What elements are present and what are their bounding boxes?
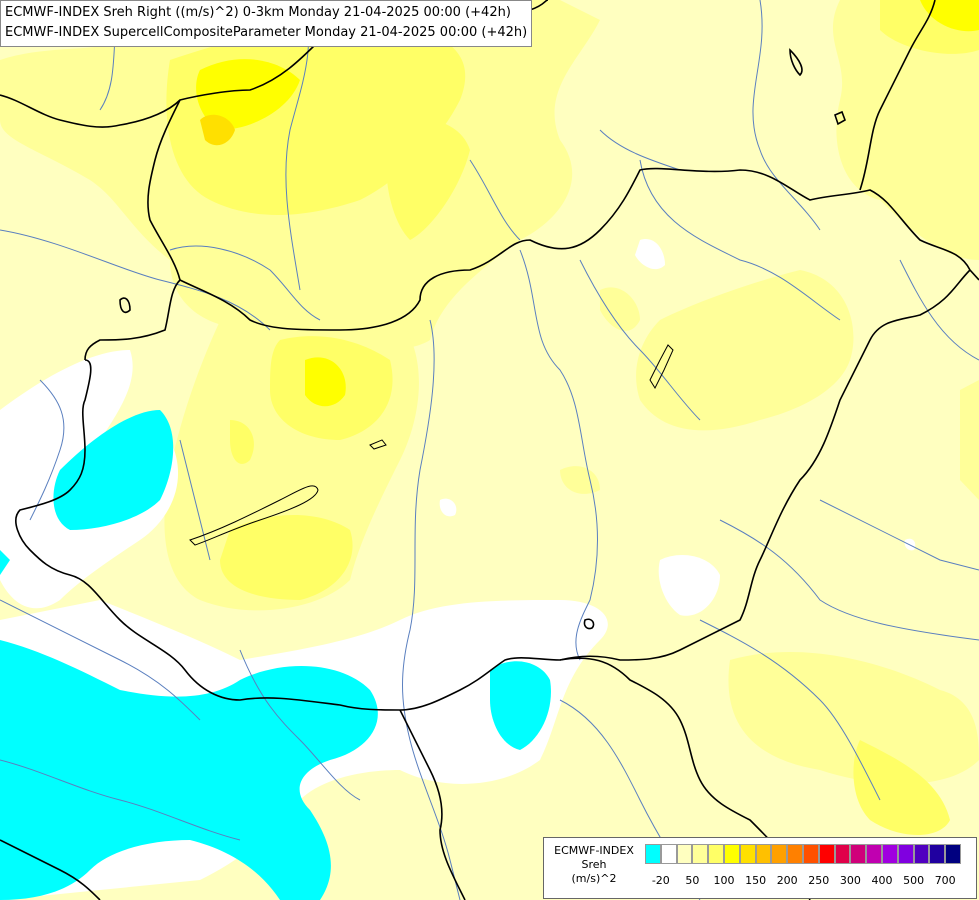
legend-swatch [771,844,788,864]
legend-tick-label: 150 [745,874,767,887]
legend-swatch [676,844,693,864]
legend-tick-label: 500 [903,874,925,887]
legend-swatch [945,844,961,864]
legend-tick-label: 300 [839,874,861,887]
color-legend: ECMWF-INDEX Sreh (m/s)^2 -20 50 100 150 200 2… [543,837,977,899]
legend-swatch [787,844,803,864]
legend-ticks: -20 50 100 150 200 250 300 400 500 700 [645,874,975,890]
header-line-scp: ECMWF-INDEX SupercellCompositeParameter … [5,25,528,40]
legend-swatch [692,844,709,864]
legend-swatch [818,844,835,864]
legend-tick-label: 700 [934,874,956,887]
lake-balaton [189,485,319,546]
sreh-field-cyan [0,410,551,900]
header-line-sreh: ECMWF-INDEX Sreh Right ((m/s)^2) 0-3km M… [5,5,511,20]
legend-title-line1: ECMWF-INDEX [554,844,634,857]
legend-tick-label: 50 [685,874,700,887]
legend-title: ECMWF-INDEX Sreh (m/s)^2 [548,844,640,886]
legend-swatches [645,844,961,864]
legend-tick-label: 400 [871,874,893,887]
legend-swatch [708,844,724,864]
legend-swatch [755,844,772,864]
legend-tick-label: 100 [713,874,735,887]
legend-swatch [660,844,677,864]
legend-title-line2: Sreh [581,858,607,871]
legend-swatch [645,844,661,864]
legend-swatch [881,844,898,864]
legend-title-line3: (m/s)^2 [571,872,617,885]
legend-swatch [802,844,819,864]
lake-small [649,344,674,390]
legend-swatch [850,844,867,864]
legend-tick-label: -20 [651,874,670,887]
legend-swatch [897,844,914,864]
legend-swatch [913,844,930,864]
legend-tick-label: 200 [776,874,798,887]
legend-swatch [866,844,882,864]
legend-swatch [739,844,756,864]
legend-tick-label: 250 [808,874,830,887]
sreh-field-gold [200,114,235,146]
legend-swatch [929,844,946,864]
map-header: ECMWF-INDEX Sreh Right ((m/s)^2) 0-3km M… [0,0,533,47]
sreh-field-bright [196,0,979,407]
legend-swatch [723,844,740,864]
legend-swatch [834,844,851,864]
lake-small [369,439,387,450]
